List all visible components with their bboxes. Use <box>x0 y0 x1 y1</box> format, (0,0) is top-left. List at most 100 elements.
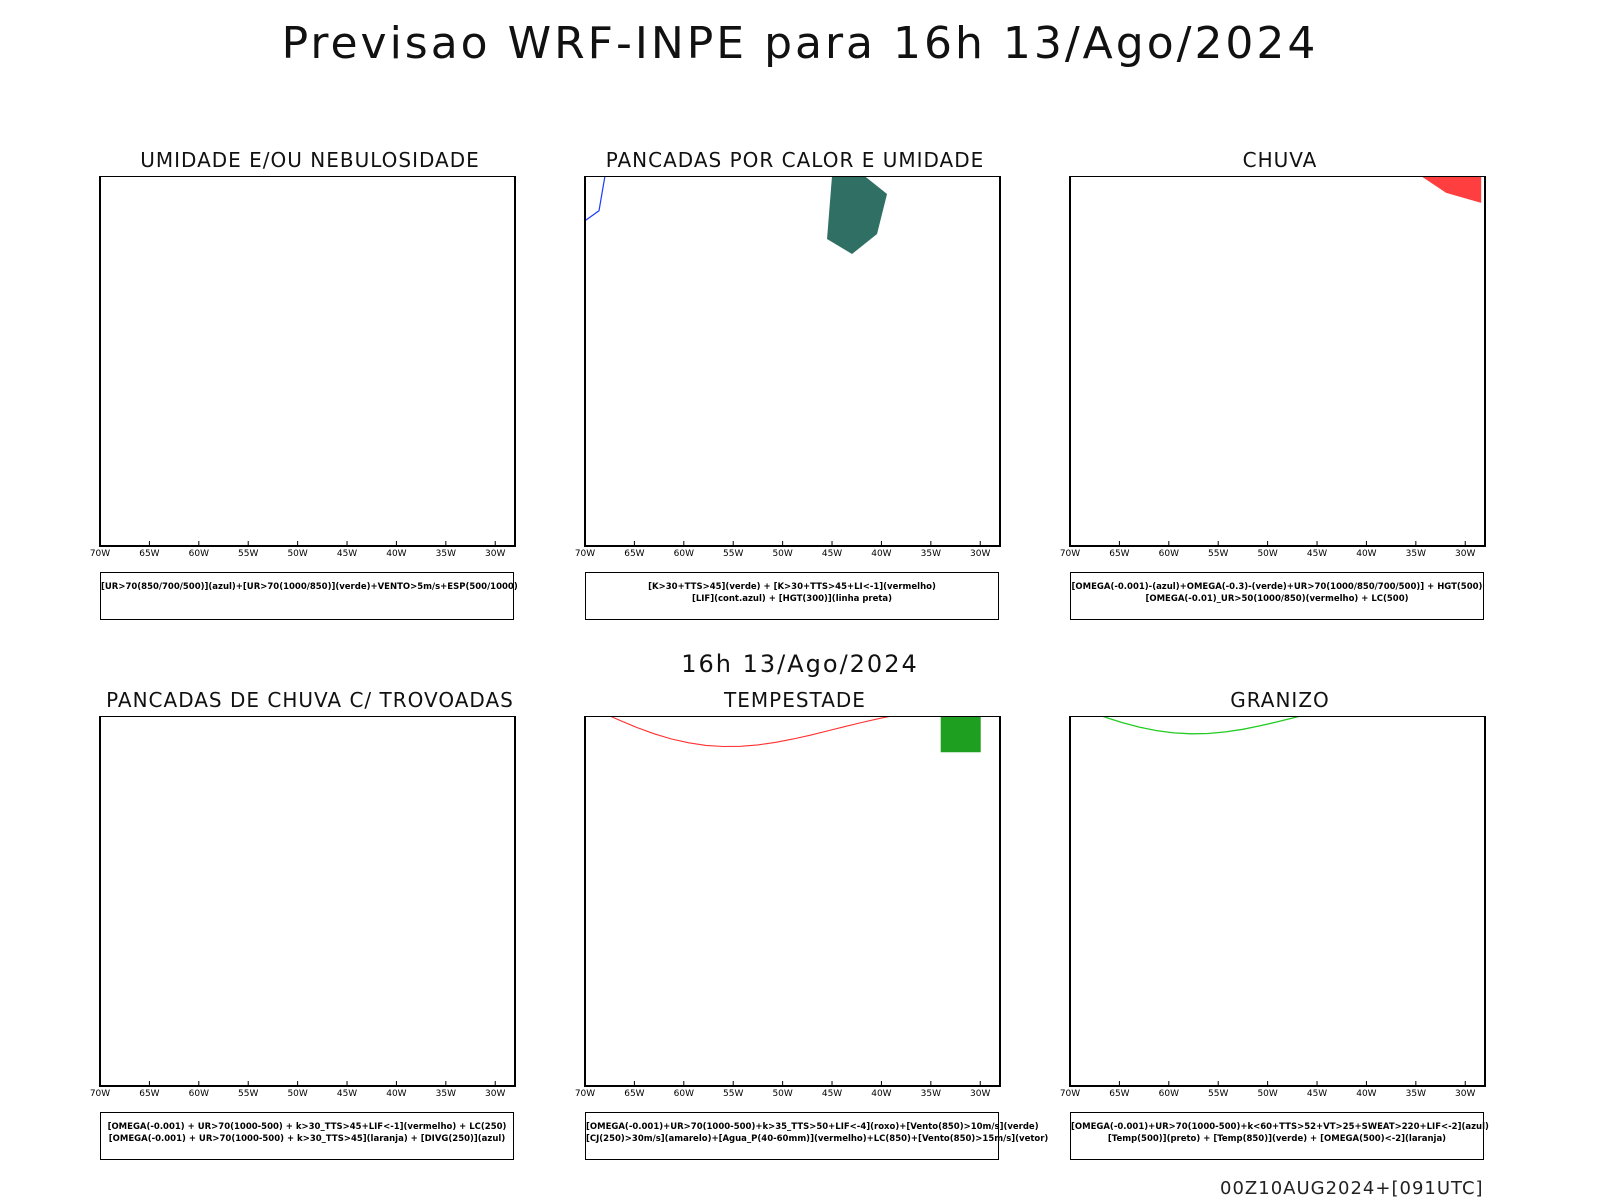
lon-tick-label: 40W <box>871 549 891 559</box>
lon-tick-label: 55W <box>723 1089 743 1099</box>
map-frame <box>584 176 1001 547</box>
legend-line: [OMEGA(-0.01)_UR>50(1000/850)(vermelho) … <box>1145 594 1409 604</box>
panel-umidade: UMIDADE E/OU NEBULOSIDADE 10121016102010… <box>70 148 550 638</box>
lon-tick-label: 70W <box>1060 1089 1080 1099</box>
panel-legend: [OMEGA(-0.001) + UR>70(1000-500) + k>30_… <box>100 1112 514 1160</box>
lon-tick-label: 65W <box>624 1089 644 1099</box>
temp850-contour <box>1099 716 1304 735</box>
lon-tick-label: 35W <box>436 1089 456 1099</box>
lon-tick-label: 35W <box>921 549 941 559</box>
lon-tick-label: 60W <box>674 1089 694 1099</box>
lon-tick-label: 70W <box>90 1089 110 1099</box>
lon-tick-label: 40W <box>871 1089 891 1099</box>
lon-tick-label: 35W <box>1406 1089 1426 1099</box>
map-frame <box>584 716 1001 1087</box>
map-background <box>100 716 515 1086</box>
map-layers <box>608 716 981 753</box>
legend-line: [OMEGA(-0.001) + UR>70(1000-500) + k>30_… <box>108 1134 506 1144</box>
lon-tick-label: 55W <box>238 1089 258 1099</box>
map-background <box>585 176 1000 546</box>
map-pancadas-calor: 9600952094409360928092009120960095209440… <box>575 176 1001 559</box>
lon-tick-label: 45W <box>337 1089 357 1099</box>
lon-tick-label: 70W <box>575 549 595 559</box>
panel-tempestade: TEMPESTADE 12S15S18S21S24S27S30S33S36S39… <box>555 688 1049 1178</box>
lon-tick-label: 60W <box>674 549 694 559</box>
lon-tick-label: 65W <box>1109 1089 1129 1099</box>
panel-legend: [OMEGA(-0.001)+UR>70(1000-500)+k<60+TTS>… <box>1070 1112 1489 1160</box>
lon-tick-label: 30W <box>1455 1089 1475 1099</box>
lon-tick-label: 50W <box>772 1089 792 1099</box>
legend-line: [LIF](cont.azul) + [HGT(300)](linha pret… <box>691 594 893 604</box>
lon-tick-label: 45W <box>1307 549 1327 559</box>
lon-tick-label: 40W <box>1356 549 1376 559</box>
lon-tick-label: 50W <box>1257 549 1277 559</box>
convection-shade-area <box>827 176 888 254</box>
map-umidade: 1012101610201024101610125705645585525461… <box>90 176 516 559</box>
pressure-contour <box>608 716 895 748</box>
panel-legend: [UR>70(850/700/500)](azul)+[UR>70(1000/8… <box>100 572 518 620</box>
lon-tick-label: 30W <box>485 1089 505 1099</box>
lon-tick-label: 50W <box>772 549 792 559</box>
panel-title: CHUVA <box>1242 148 1318 172</box>
legend-line: [OMEGA(-0.001)+UR>70(1000-500)+k>35_TTS>… <box>586 1122 1039 1132</box>
lon-tick-label: 45W <box>822 1089 842 1099</box>
lon-tick-label: 30W <box>485 549 505 559</box>
lon-tick-label: 50W <box>287 1089 307 1099</box>
lon-tick-label: 30W <box>1455 549 1475 559</box>
legend-line: [UR>70(850/700/500)](azul)+[UR>70(1000/8… <box>101 582 518 592</box>
lon-tick-label: 55W <box>1208 549 1228 559</box>
legend-line: [OMEGA(-0.001) + UR>70(1000-500) + k>30_… <box>107 1122 507 1132</box>
lon-tick-label: 35W <box>921 1089 941 1099</box>
wind-shade-area <box>940 716 981 753</box>
lon-tick-label: 60W <box>189 549 209 559</box>
map-chuva: 58558257957657357056756456155812S15S18S2… <box>1060 176 1486 559</box>
legend-line: [OMEGA(-0.001)-(azul)+OMEGA(-0.3)-(verde… <box>1071 582 1483 592</box>
lon-tick-label: 60W <box>1159 549 1179 559</box>
panel-legend: [OMEGA(-0.001)+UR>70(1000-500)+k>35_TTS>… <box>585 1112 1049 1160</box>
legend-line: [CJ(250)>30m/s](amarelo)+[Agua_P(40-60mm… <box>586 1134 1049 1144</box>
run-info-footer: 00Z10AUG2024+[091UTC] <box>1220 1178 1484 1199</box>
legend-line: [OMEGA(-0.001)+UR>70(1000-500)+k<60+TTS>… <box>1071 1122 1489 1132</box>
map-background <box>1070 716 1485 1086</box>
panel-title: PANCADAS POR CALOR E UMIDADE <box>605 148 985 172</box>
panel-title: PANCADAS DE CHUVA C/ TROVOADAS <box>106 688 514 712</box>
panel-trovoadas: PANCADAS DE CHUVA C/ TROVOADAS 12S15S18S… <box>70 688 550 1178</box>
legend-line: [K>30+TTS>45](verde) + [K>30+TTS>45+LI<-… <box>648 582 936 592</box>
panel-legend: [K>30+TTS>45](verde) + [K>30+TTS>45+LI<-… <box>585 572 999 620</box>
lon-tick-label: 50W <box>1257 1089 1277 1099</box>
lon-tick-label: 45W <box>337 549 357 559</box>
lon-tick-label: 30W <box>970 1089 990 1099</box>
panel-chuva: CHUVA 58558257957657357056756456155812S1… <box>1040 148 1520 638</box>
map-tempestade: 12S15S18S21S24S27S30S33S36S39S42S70W65W6… <box>575 716 1001 1099</box>
panel-legend: [OMEGA(-0.001)-(azul)+OMEGA(-0.3)-(verde… <box>1070 572 1484 620</box>
lon-tick-label: 60W <box>1159 1089 1179 1099</box>
panel-granizo: GRANIZO -12-15-18-21-15-18-12-2112S15S18… <box>1040 688 1520 1178</box>
lon-tick-label: 65W <box>624 549 644 559</box>
rain-shade-area <box>1420 176 1482 203</box>
lon-tick-label: 30W <box>970 549 990 559</box>
map-frame <box>99 716 516 1087</box>
lon-tick-label: 40W <box>1356 1089 1376 1099</box>
lon-tick-label: 35W <box>436 549 456 559</box>
lon-tick-label: 35W <box>1406 549 1426 559</box>
lon-tick-label: 65W <box>139 1089 159 1099</box>
map-frame <box>1069 716 1486 1087</box>
lon-tick-label: 55W <box>238 549 258 559</box>
map-layers: 585582579576573570567564561558 <box>1281 176 1482 203</box>
page-title: Previsao WRF-INPE para 16h 13/Ago/2024 <box>281 18 1319 69</box>
valid-time-label: 16h 13/Ago/2024 <box>681 650 919 678</box>
lon-tick-label: 65W <box>1109 549 1129 559</box>
map-background <box>1070 176 1485 546</box>
lon-tick-label: 55W <box>1208 1089 1228 1099</box>
lon-tick-label: 40W <box>386 549 406 559</box>
lon-tick-label: 70W <box>90 549 110 559</box>
lifted-index-contour <box>585 176 606 222</box>
lon-tick-label: 40W <box>386 1089 406 1099</box>
lon-tick-label: 65W <box>139 549 159 559</box>
map-granizo: -12-15-18-21-15-18-12-2112S15S18S21S24S2… <box>1060 716 1486 1099</box>
map-trovoadas: 12S15S18S21S24S27S30S33S36S39S42S70W65W6… <box>90 716 516 1099</box>
map-background <box>585 716 1000 1086</box>
map-frame <box>1069 176 1486 547</box>
map-layers: 9600952094409360928092009120960095209440… <box>585 176 888 254</box>
panel-pancadas-calor: PANCADAS POR CALOR E UMIDADE 96009520944… <box>555 148 1035 638</box>
